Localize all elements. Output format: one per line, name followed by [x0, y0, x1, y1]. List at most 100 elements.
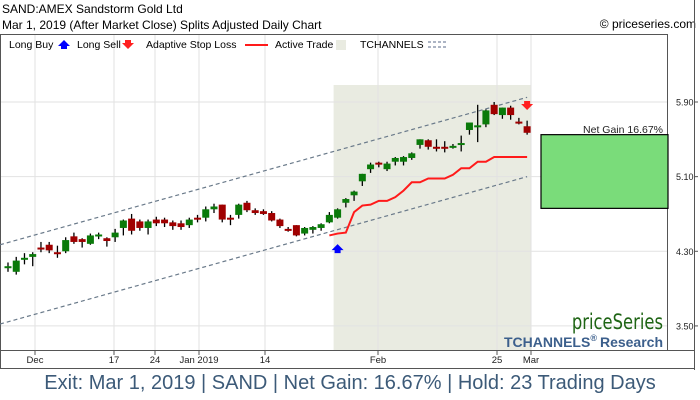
- copyright: © priceseries.com: [599, 17, 696, 31]
- candle-body: [325, 214, 333, 223]
- candle-body: [20, 257, 28, 260]
- candle-body: [474, 125, 482, 128]
- net-gain-box: [540, 134, 669, 209]
- candle-body: [185, 219, 193, 226]
- candle-body: [268, 213, 276, 221]
- candle-body: [103, 238, 111, 242]
- chart-subtitle: Mar 1, 2019 (After Market Close) Splits …: [2, 18, 322, 32]
- candle-body: [507, 107, 515, 116]
- candle-body: [4, 266, 12, 269]
- candle-body: [400, 157, 408, 162]
- candle-body: [317, 224, 325, 228]
- x-tick-label: 17: [109, 355, 120, 366]
- candle-body: [309, 227, 317, 230]
- adaptive-stop-loss-line: [329, 156, 528, 237]
- x-tick-label: Mar: [523, 355, 539, 366]
- candles: [4, 102, 531, 275]
- candle-body: [210, 206, 218, 210]
- candle-body: [152, 219, 160, 224]
- candle-body: [128, 218, 136, 231]
- candle-body: [144, 221, 152, 228]
- candle-body: [12, 260, 20, 272]
- legend: Long Buy Long Sell Adaptive Stop Loss Ac…: [9, 39, 446, 51]
- plot-area: Net Gain 16.67%: [0, 34, 669, 351]
- candle-body: [194, 217, 202, 220]
- candle-body: [29, 254, 37, 257]
- tchannels: [0, 96, 528, 325]
- candle-body: [226, 217, 234, 220]
- legend-tchannels: TCHANNELS: [360, 39, 424, 51]
- candle-body: [432, 146, 440, 149]
- candle-body: [243, 202, 251, 211]
- candle-body: [111, 232, 119, 238]
- sell-arrow-icon: [122, 40, 134, 49]
- candle-body: [218, 204, 226, 220]
- net-gain-label: Net Gain 16.67%: [583, 124, 663, 136]
- candle-body: [465, 122, 473, 130]
- y-tick-label: 5.10: [676, 172, 694, 182]
- legend-long-buy: Long Buy: [9, 39, 54, 51]
- candle-body: [169, 222, 177, 227]
- chart-title: SAND:AMEX Sandstorm Gold Ltd: [2, 2, 183, 16]
- candle-body: [383, 163, 391, 170]
- candle-body: [95, 234, 103, 237]
- active-trade-swatch-icon: [336, 40, 346, 50]
- candle-body: [86, 235, 94, 244]
- x-tick-label: 24: [150, 355, 161, 366]
- x-tick-label: 14: [260, 355, 271, 366]
- candle-body: [457, 143, 465, 146]
- buy-arrow-icon: [58, 40, 70, 49]
- tchannel-lower: [0, 176, 528, 325]
- x-tick-label: Feb: [370, 355, 386, 366]
- trade-summary-footer: Exit: Mar 1, 2019 | SAND | Net Gain: 16.…: [44, 372, 656, 394]
- candle-body: [342, 199, 350, 203]
- candle-body: [358, 173, 366, 182]
- candle-body: [276, 219, 284, 227]
- candle-body: [350, 191, 358, 196]
- grid: [1, 35, 667, 350]
- candle-body: [408, 153, 416, 158]
- candle-body: [202, 209, 210, 218]
- legend-active-trade: Active Trade: [275, 39, 334, 51]
- candle-body: [441, 146, 449, 149]
- x-tick-label: Jan 2019: [179, 355, 218, 366]
- candle-body: [482, 110, 490, 125]
- candle-body: [70, 236, 78, 242]
- candle-body: [334, 209, 342, 218]
- candle-body: [301, 227, 309, 234]
- y-axis: 3.50 4.30 5.10 5.90: [676, 0, 698, 370]
- candle-body: [375, 162, 383, 165]
- x-tick-label: 25: [492, 355, 503, 366]
- long-buy-arrow-icon: [331, 244, 344, 254]
- legend-long-sell: Long Sell: [77, 39, 121, 51]
- candle-body: [449, 145, 457, 148]
- candle-body: [367, 164, 375, 170]
- candle-body: [391, 157, 399, 162]
- active-trade-region: [333, 85, 532, 350]
- candle-body: [424, 140, 432, 147]
- candle-body: [235, 204, 243, 215]
- y-tick-label: 4.30: [676, 247, 694, 257]
- candle-body: [251, 210, 259, 214]
- candle-body: [161, 219, 169, 224]
- candle-body: [498, 107, 506, 116]
- candle-body: [62, 240, 70, 252]
- candle-body: [37, 247, 45, 250]
- legend-stop-loss: Adaptive Stop Loss: [146, 39, 236, 51]
- candle-body: [177, 223, 185, 228]
- candle-body: [78, 239, 86, 242]
- long-sell-arrow-icon: [521, 101, 534, 110]
- candle-body: [53, 252, 61, 255]
- candle-body: [515, 121, 523, 124]
- candle-body: [259, 211, 267, 214]
- candle-body: [292, 225, 300, 236]
- branding: priceSeries TCHANNELS® Research: [504, 311, 663, 350]
- x-axis: Dec 17 24 Jan 2019 14 Feb 25 Mar: [0, 350, 695, 369]
- candle-body: [490, 104, 498, 115]
- x-tick-label: Dec: [27, 355, 44, 366]
- tchannels-research: TCHANNELS® Research: [504, 333, 663, 350]
- candle-body: [523, 126, 531, 133]
- candle-body: [119, 220, 127, 228]
- tchannel-upper: [0, 96, 528, 246]
